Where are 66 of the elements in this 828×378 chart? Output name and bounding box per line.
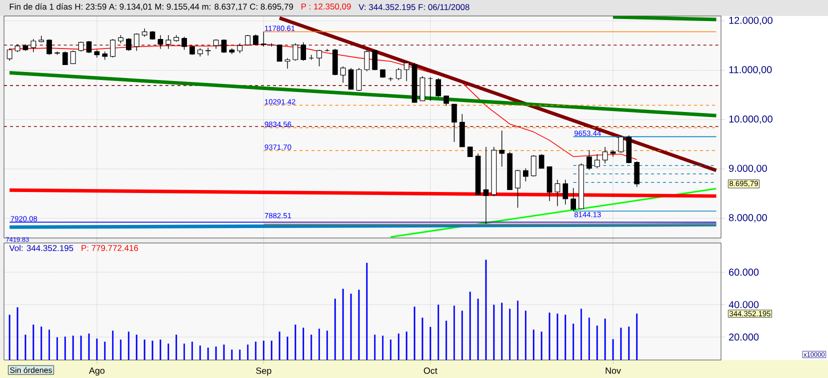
candlestick bbox=[396, 68, 402, 80]
candlestick bbox=[70, 50, 76, 64]
candlestick bbox=[276, 44, 282, 62]
candlestick bbox=[594, 154, 600, 169]
x-tick-label: Oct bbox=[424, 368, 438, 374]
candlestick bbox=[436, 78, 442, 98]
candlestick bbox=[78, 41, 84, 52]
candlestick bbox=[46, 38, 52, 56]
candlestick bbox=[420, 76, 426, 102]
candlestick bbox=[452, 104, 457, 142]
candlestick bbox=[428, 76, 434, 102]
candlestick bbox=[483, 146, 489, 224]
candlestick bbox=[562, 179, 568, 205]
x-tick-label: Sep bbox=[256, 368, 272, 376]
candlestick bbox=[499, 130, 505, 167]
chart-subtitle: P : 12.350,09 bbox=[301, 4, 351, 10]
candlestick bbox=[126, 38, 132, 52]
candlestick bbox=[404, 61, 410, 82]
candlestick bbox=[237, 42, 243, 54]
candlestick bbox=[356, 68, 362, 92]
candlestick bbox=[523, 168, 528, 182]
candlestick bbox=[260, 31, 266, 47]
candlestick bbox=[205, 47, 211, 56]
candlestick bbox=[110, 38, 116, 58]
candlestick bbox=[253, 34, 258, 46]
text: V: 344.352.195 F: 06/11/2008 bbox=[358, 4, 470, 10]
y-tick-label: 10.000,00 bbox=[729, 115, 772, 124]
candlestick bbox=[292, 42, 298, 62]
candlestick bbox=[570, 188, 576, 212]
x-tick-label: Ago bbox=[88, 368, 105, 376]
candlestick bbox=[62, 51, 68, 66]
y-tick-label: 11.000,00 bbox=[729, 66, 772, 74]
candlestick bbox=[30, 38, 36, 53]
candlestick bbox=[348, 68, 354, 90]
y-tick-label: 60.000 bbox=[729, 268, 759, 276]
chart-title: Vol: 344.352.195 bbox=[9, 244, 74, 252]
x-tick-label: Nov bbox=[606, 368, 621, 374]
candlestick bbox=[586, 150, 592, 170]
candlestick bbox=[634, 160, 640, 188]
candlestick bbox=[618, 135, 624, 154]
candlestick bbox=[221, 38, 227, 54]
candlestick bbox=[300, 42, 306, 62]
candlestick bbox=[444, 96, 449, 106]
candlestick bbox=[372, 50, 378, 71]
candlestick bbox=[467, 146, 473, 158]
candlestick bbox=[554, 179, 560, 206]
candlestick bbox=[158, 34, 164, 50]
candlestick bbox=[182, 36, 187, 50]
y-tick-label: 20.000 bbox=[729, 334, 759, 341]
candlestick bbox=[515, 170, 520, 208]
candlestick bbox=[602, 146, 608, 164]
chart-subtitle: P: 779.772.416 bbox=[82, 245, 138, 251]
candlestick bbox=[166, 34, 172, 50]
candlestick bbox=[86, 40, 92, 54]
candlestick bbox=[364, 50, 370, 72]
candlestick bbox=[340, 66, 346, 84]
y-tick-label: 12.000,00 bbox=[729, 16, 772, 26]
candlestick bbox=[6, 48, 12, 62]
candlestick bbox=[134, 33, 140, 52]
y-tick-label: 9.000,00 bbox=[729, 164, 767, 174]
candlestick bbox=[538, 154, 544, 169]
candlestick bbox=[316, 50, 322, 67]
y-tick-label: 8.000,00 bbox=[728, 214, 767, 222]
candlestick bbox=[530, 154, 536, 177]
y-tick-label: 40.000 bbox=[728, 301, 759, 308]
chart-title: Fin de día 1 días H: 23:59 A: 9.134,01 M: 9.155,44 m: 8.637,17 C: 8.695,79 bbox=[10, 3, 293, 11]
